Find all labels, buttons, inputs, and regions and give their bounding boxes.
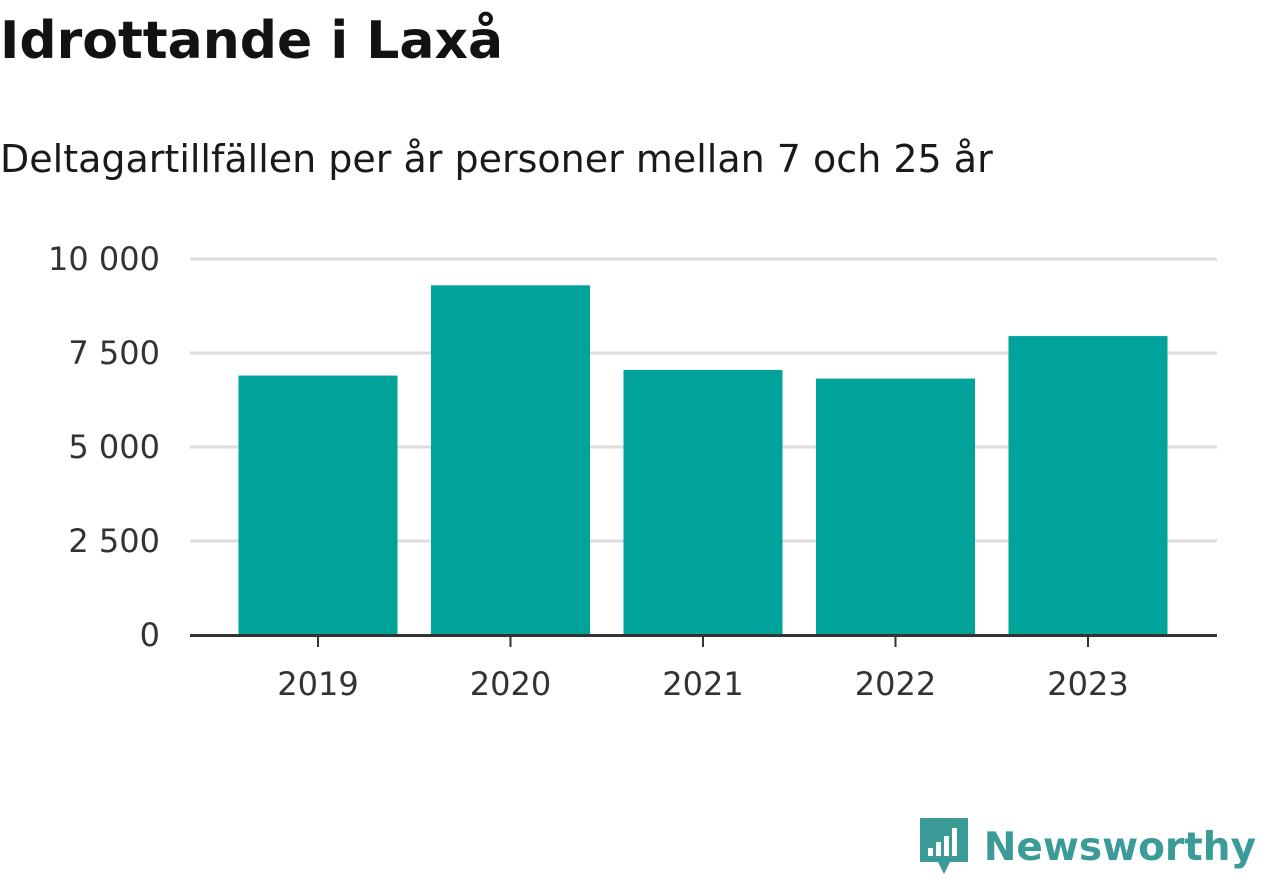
y-tick-label: 10 000	[48, 240, 160, 278]
x-tick-label: 2019	[277, 665, 358, 703]
y-tick-label: 0	[140, 616, 160, 654]
x-axis: 2019 2020 2021 2022 2023	[190, 634, 1217, 703]
x-tick-label: 2023	[1047, 665, 1128, 703]
bar-2021	[623, 369, 783, 635]
bar-2022	[816, 378, 975, 635]
x-tick-label: 2022	[855, 665, 936, 703]
brand-name: Newsworthy	[983, 824, 1256, 870]
chart-subtitle: Deltagartillfällen per år personer mella…	[0, 137, 993, 181]
bars	[238, 285, 1168, 635]
x-tick-label: 2020	[470, 665, 551, 703]
bar-2019	[238, 375, 398, 635]
newsworthy-logo: Newsworthy	[919, 817, 1256, 877]
chart-title: Idrottande i Laxå	[0, 11, 504, 71]
y-axis-ticks: 0 2 500 5 000 7 500 10 000	[48, 240, 160, 654]
bar-2020	[431, 285, 590, 635]
bar-2023	[1008, 336, 1168, 635]
y-tick-label: 5 000	[68, 428, 160, 466]
x-tick-label: 2021	[662, 665, 743, 703]
y-tick-label: 2 500	[68, 522, 160, 560]
y-tick-label: 7 500	[68, 334, 160, 372]
bar-chart-speech-bubble-icon	[919, 818, 968, 874]
